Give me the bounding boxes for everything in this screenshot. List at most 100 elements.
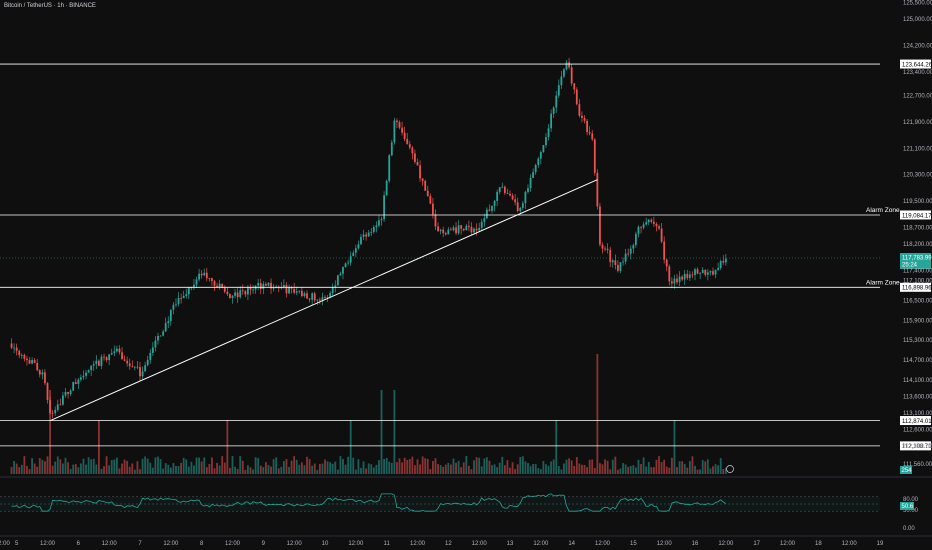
candle xyxy=(699,271,702,279)
candle xyxy=(681,275,684,282)
volume-bar xyxy=(326,461,329,474)
candle xyxy=(64,387,67,398)
volume-bar xyxy=(62,463,64,474)
countdown-label: 25:24 xyxy=(902,263,918,269)
volume-bar xyxy=(26,465,28,474)
candle xyxy=(115,345,118,353)
candle xyxy=(606,243,609,254)
candle-body xyxy=(619,262,622,271)
candle-body xyxy=(360,236,362,245)
candle xyxy=(491,205,493,214)
volume-bar xyxy=(321,463,324,474)
candle-body xyxy=(470,226,473,233)
candle xyxy=(380,216,383,226)
volume-value-tag xyxy=(900,466,912,474)
candle xyxy=(396,118,398,129)
candle-body xyxy=(146,359,149,366)
trendline[interactable] xyxy=(49,179,598,422)
time-tick-label: 15 xyxy=(630,541,637,547)
candle-body xyxy=(550,113,553,129)
volume-bar xyxy=(151,467,154,474)
candle xyxy=(62,391,64,406)
volume-bar xyxy=(226,420,229,474)
candle-body xyxy=(583,117,586,121)
candle xyxy=(144,361,147,372)
candle xyxy=(709,270,712,276)
candle xyxy=(583,115,586,124)
candle xyxy=(38,369,41,378)
candle xyxy=(362,229,365,241)
candle xyxy=(290,285,293,294)
candle xyxy=(252,284,254,294)
candle-body xyxy=(311,293,314,300)
volume-bar xyxy=(706,459,709,474)
candle xyxy=(136,360,139,370)
volume-bar xyxy=(624,464,627,474)
volume-bar xyxy=(622,463,624,474)
volume-bar xyxy=(167,464,170,474)
candle-body xyxy=(300,290,303,297)
candle-body xyxy=(82,375,85,378)
price-tick-label: 114,700.00 xyxy=(903,358,932,364)
volume-bar xyxy=(87,457,90,474)
candle-body xyxy=(717,267,720,270)
candle xyxy=(280,282,283,290)
volume-bar xyxy=(344,464,347,474)
candle xyxy=(617,260,619,273)
candle xyxy=(547,124,550,141)
candle-body xyxy=(241,290,244,292)
candle xyxy=(658,224,660,231)
volume-bar xyxy=(200,461,203,474)
candle-body xyxy=(706,272,709,275)
candle-body xyxy=(182,295,185,299)
volume-bar xyxy=(121,463,123,474)
candle xyxy=(151,342,154,356)
volume-bar xyxy=(311,465,314,474)
price-tick-label: 122,700.00 xyxy=(903,93,932,99)
candle xyxy=(581,111,583,123)
volume-bar xyxy=(236,468,239,474)
candle xyxy=(652,216,655,227)
candle-body xyxy=(491,205,493,211)
alert-bolt-icon[interactable] xyxy=(726,465,734,473)
candle-body xyxy=(401,127,403,133)
time-axis[interactable]: 2:00 5 12:00 6 12:00 7 12:00 8 12:00 9 12:00 10 12:0… xyxy=(0,541,884,547)
candle xyxy=(28,357,31,365)
volume-bar xyxy=(498,462,501,474)
candle-body xyxy=(724,258,727,263)
candle-body xyxy=(193,284,195,288)
candle xyxy=(200,270,203,279)
volume-bar xyxy=(604,459,606,474)
volume-bar xyxy=(203,457,206,474)
candle xyxy=(139,361,141,382)
candle-body xyxy=(503,186,506,194)
volume-bar xyxy=(722,469,725,474)
candle xyxy=(401,121,403,136)
volume-bar xyxy=(108,465,111,474)
volume-bar xyxy=(249,467,252,474)
candle xyxy=(570,64,573,86)
candle xyxy=(23,353,26,362)
price-axis[interactable]: 125,500.00 125,000.00 124,200.00 123,400.00… xyxy=(0,1,932,537)
candle-body xyxy=(113,351,116,354)
volume-bar xyxy=(676,467,678,474)
candle xyxy=(678,271,681,287)
candle-body xyxy=(316,299,319,301)
volume-bar xyxy=(290,460,293,474)
level-price-tag xyxy=(900,59,931,69)
price-tick-label: 116,500.00 xyxy=(903,299,932,305)
volume-bar xyxy=(92,458,95,474)
trendline-layer[interactable] xyxy=(49,179,598,422)
candle-body xyxy=(172,304,175,310)
candle-body xyxy=(696,269,699,274)
volume-bar xyxy=(416,459,419,474)
volume-bar xyxy=(701,460,704,474)
candle-body xyxy=(46,383,49,401)
candle-body xyxy=(640,226,642,228)
candle-body xyxy=(635,233,637,246)
volume-bar xyxy=(668,467,671,474)
candle-body xyxy=(100,356,103,366)
candle-body xyxy=(611,260,614,263)
